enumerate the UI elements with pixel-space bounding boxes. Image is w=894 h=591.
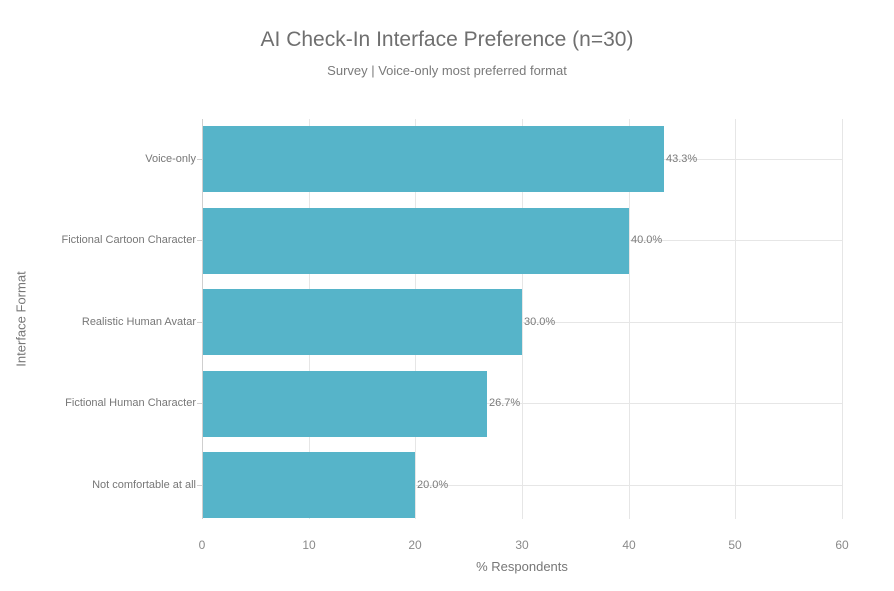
y-tick xyxy=(197,240,202,241)
gridline-y-4 xyxy=(202,403,842,404)
bar-realistic-human-avatar[interactable] xyxy=(202,289,522,355)
x-tick-label: 60 xyxy=(835,538,849,552)
data-label: 26.7% xyxy=(489,397,521,409)
plot-area: 43.3% 40.0% 30.0% 26.7% 20.0% xyxy=(202,119,843,519)
y-category-label: Realistic Human Avatar xyxy=(81,316,196,328)
x-axis-title: % Respondents xyxy=(476,559,568,574)
gridline-y-5 xyxy=(202,485,842,486)
y-tick xyxy=(197,403,202,404)
gridline-x-60 xyxy=(842,119,843,519)
y-tick xyxy=(197,159,202,160)
data-label: 30.0% xyxy=(524,316,556,328)
chart-subtitle: Survey | Voice-only most preferred forma… xyxy=(327,63,567,78)
x-tick-label: 50 xyxy=(728,538,742,552)
bar-voice-only[interactable] xyxy=(202,126,664,192)
y-tick xyxy=(197,485,202,486)
x-tick-label: 0 xyxy=(198,538,206,552)
bar-fictional-human-character[interactable] xyxy=(202,371,487,437)
y-axis-title: Interface Format xyxy=(13,271,29,367)
y-category-label: Not comfortable at all xyxy=(92,479,196,491)
bar-not-comfortable-at-all[interactable] xyxy=(202,452,415,518)
gridline-x-40 xyxy=(629,119,630,519)
data-label: 40.0% xyxy=(631,234,663,246)
gridline-y-3 xyxy=(202,322,842,323)
x-tick-label: 40 xyxy=(622,538,636,552)
y-category-label: Voice-only xyxy=(145,153,196,165)
bar-fictional-cartoon-character[interactable] xyxy=(202,208,629,274)
x-tick-label: 20 xyxy=(408,538,422,552)
gridline-x-50 xyxy=(735,119,736,519)
data-label: 20.0% xyxy=(417,479,449,491)
gridline-x-30 xyxy=(522,119,523,519)
chart-title: AI Check-In Interface Preference (n=30) xyxy=(260,28,634,51)
y-category-label: Fictional Human Character xyxy=(65,397,196,409)
data-label: 43.3% xyxy=(666,153,698,165)
y-axis-line xyxy=(202,119,203,519)
x-tick-label: 30 xyxy=(515,538,529,552)
y-category-label: Fictional Cartoon Character xyxy=(61,234,196,246)
y-tick xyxy=(197,322,202,323)
x-tick-label: 10 xyxy=(302,538,316,552)
